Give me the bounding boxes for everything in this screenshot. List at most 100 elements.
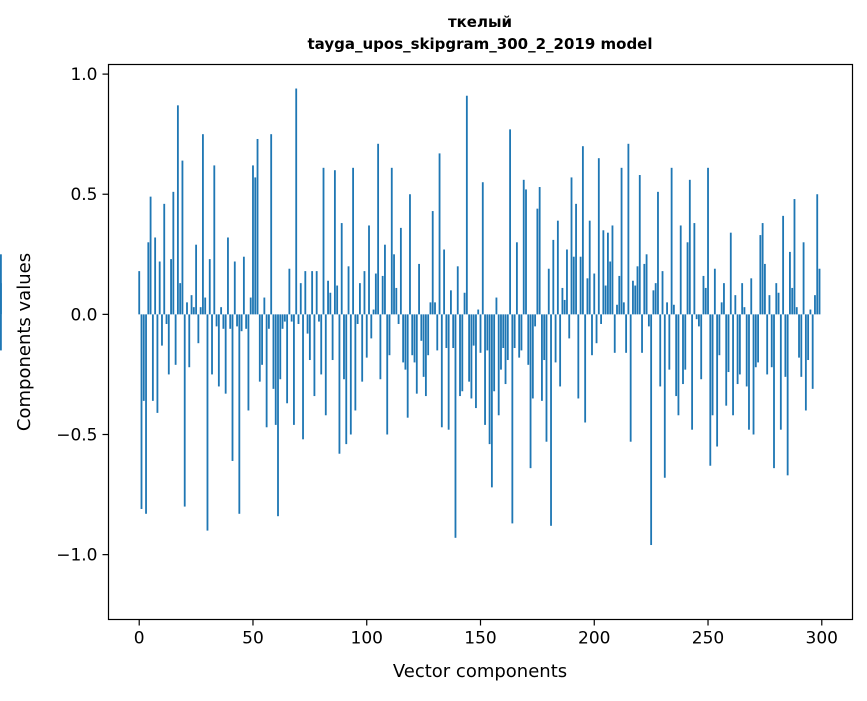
x-tick-label: 50 <box>242 629 264 649</box>
y-axis-label: Components values <box>14 253 35 431</box>
bar-286 <box>789 251 791 315</box>
y-tick-label: 0.0 <box>70 305 97 325</box>
bar-172 <box>529 314 532 469</box>
bar-77 <box>313 314 316 397</box>
bar-228 <box>657 191 659 315</box>
bar-80 <box>320 314 323 375</box>
bar-146 <box>470 314 473 399</box>
bar-209 <box>613 314 616 353</box>
bar-144 <box>465 95 468 315</box>
bar-177 <box>541 314 543 401</box>
bar-152 <box>484 314 486 425</box>
bar-180 <box>547 268 550 315</box>
bar-64 <box>283 314 286 322</box>
bar-298 <box>816 194 819 315</box>
bar-56 <box>265 314 268 428</box>
bar-163 <box>509 129 511 315</box>
bar-277 <box>768 295 771 315</box>
bar-224 <box>647 314 650 327</box>
bar-258 <box>725 314 728 406</box>
bar-17 <box>176 105 179 315</box>
bar-72 <box>302 314 304 440</box>
bar-279 <box>773 314 775 469</box>
x-tick-label: 200 <box>578 629 610 649</box>
bar-132 <box>438 153 441 315</box>
bar-75 <box>308 314 311 361</box>
bar-275 <box>763 263 766 315</box>
bar-126 <box>424 314 427 397</box>
bar-133 <box>440 314 443 428</box>
bar-145 <box>468 314 471 382</box>
bar-149 <box>477 309 480 315</box>
bar-78 <box>315 271 318 315</box>
bar-151 <box>481 182 484 315</box>
bar-32 <box>211 314 213 375</box>
bar-203 <box>600 314 602 324</box>
bar-2 <box>142 314 145 401</box>
bar-58 <box>270 134 273 315</box>
x-tick-label: 0 <box>134 629 145 649</box>
bar-153 <box>486 314 489 351</box>
bar-289 <box>795 307 798 315</box>
bar-206 <box>607 232 609 315</box>
bar-3 <box>145 314 147 514</box>
bar-36 <box>220 307 223 315</box>
bar-274 <box>761 223 764 315</box>
bar-245 <box>695 314 698 320</box>
bar-143 <box>463 292 466 315</box>
bar-113 <box>395 287 398 315</box>
x-tick-label: 150 <box>464 629 496 649</box>
bars-group <box>0 88 821 546</box>
bar-166 <box>515 242 518 315</box>
bar-262 <box>734 295 737 315</box>
bar-120 <box>411 314 414 356</box>
bar-40 <box>229 314 232 329</box>
bar-121 <box>413 314 416 363</box>
bar-13 <box>167 314 170 375</box>
bar-265 <box>741 283 744 315</box>
chart-title-line-1: ткелый <box>448 13 512 31</box>
bar-90 <box>343 314 345 380</box>
bar-183 <box>554 314 557 363</box>
bar-251 <box>709 314 712 466</box>
bar-191 <box>572 256 575 315</box>
bar-52 <box>256 138 259 315</box>
bar-156 <box>493 314 496 392</box>
bar-61 <box>277 314 279 517</box>
bar-192 <box>575 203 577 315</box>
bar-173 <box>531 314 534 399</box>
bar-200 <box>593 273 596 315</box>
bar-270 <box>752 314 755 435</box>
bar-273 <box>759 235 762 315</box>
bar-170 <box>525 189 527 315</box>
bar-35 <box>217 314 220 387</box>
bar-160 <box>502 314 505 349</box>
bar-129 <box>431 211 434 315</box>
bar-147 <box>472 314 475 346</box>
bar-253 <box>713 268 716 315</box>
bar-161 <box>504 314 507 385</box>
bar-96 <box>356 314 359 324</box>
bar-12 <box>165 314 168 324</box>
bar-92 <box>347 266 350 315</box>
bar-99 <box>363 271 366 315</box>
chart-title-line-2: tayga_upos_skipgram_300_2_2019 model <box>308 35 653 53</box>
bar-212 <box>620 167 623 315</box>
bar-241 <box>686 242 689 315</box>
bar-54 <box>261 314 263 365</box>
bar-197 <box>586 278 589 315</box>
bar-65 <box>286 314 289 404</box>
x-tick-label: 250 <box>692 629 724 649</box>
bar-189 <box>568 314 571 339</box>
bar-255 <box>718 314 721 356</box>
bar-47 <box>245 314 248 329</box>
bar-227 <box>654 283 657 315</box>
bar-194 <box>579 256 582 315</box>
bar-123 <box>418 263 420 315</box>
bar-93 <box>349 314 352 435</box>
bar-66 <box>288 268 291 315</box>
bar-85 <box>331 314 334 361</box>
bar-34 <box>215 314 218 327</box>
bar-187 <box>563 299 566 315</box>
x-tick-label: 100 <box>351 629 383 649</box>
